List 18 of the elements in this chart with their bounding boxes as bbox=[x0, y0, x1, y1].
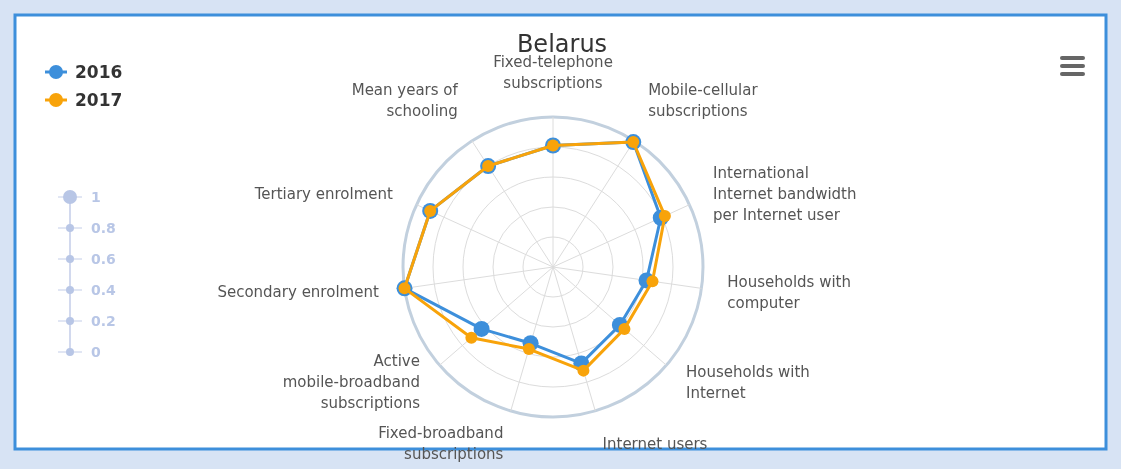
spoke-label: Mobile-cellular subscriptions bbox=[648, 80, 759, 120]
spoke-label: Households with computer bbox=[727, 272, 852, 312]
legend-label: 2017 bbox=[75, 90, 123, 110]
text: 0.2 bbox=[91, 313, 116, 329]
spoke-label: International Internet bandwidth per Internet user bbox=[713, 163, 857, 224]
spoke-label: Tertiary enrolment bbox=[253, 184, 394, 203]
text: 0.4 bbox=[91, 282, 117, 298]
spoke-label: Fixed-telephone subscriptions bbox=[493, 53, 613, 92]
spoke-label: Mean years of schooling bbox=[351, 80, 459, 120]
spoke-label: Secondary enrolment bbox=[217, 283, 379, 302]
text: 0 bbox=[91, 344, 101, 360]
spoke-label: Households with Internet bbox=[686, 362, 810, 402]
text: 0.6 bbox=[91, 251, 116, 267]
spoke-label: Fixed-broadband subscriptions bbox=[378, 424, 504, 464]
text: 0.8 bbox=[91, 220, 116, 236]
legend-label: 2016 bbox=[75, 62, 123, 82]
spoke-label: Active mobile-broadband subscriptions bbox=[282, 352, 421, 413]
text: 1 bbox=[91, 189, 101, 205]
